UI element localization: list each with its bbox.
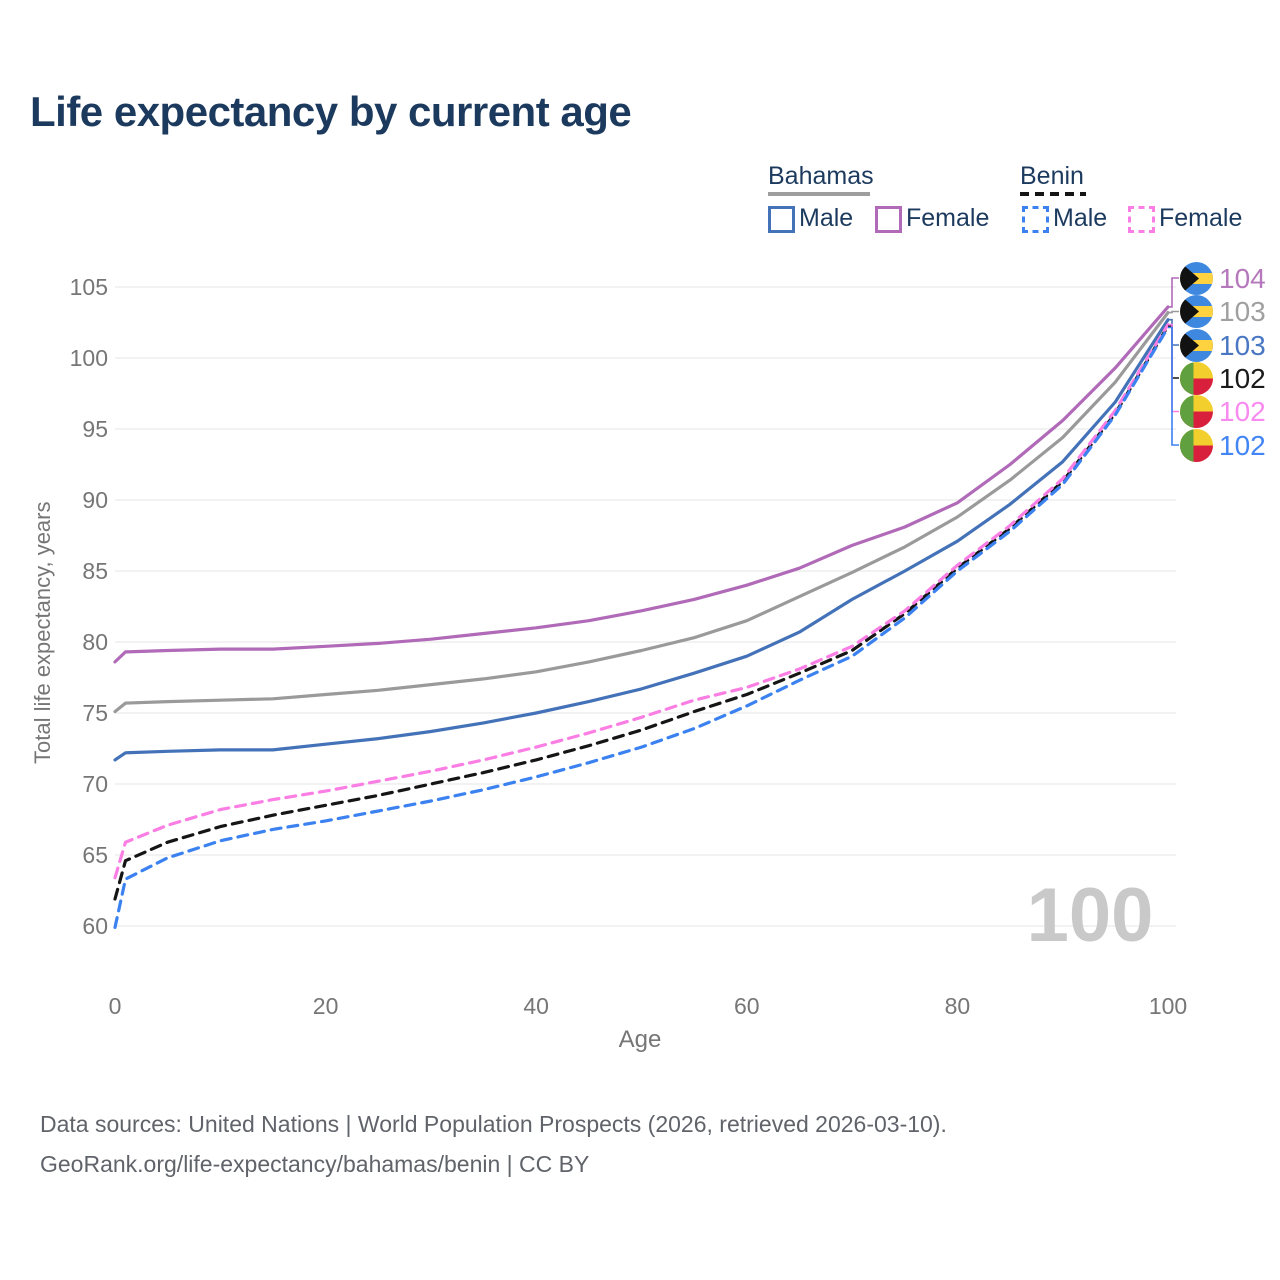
y-tick-70: 70: [82, 771, 108, 797]
legend-bahamas-line-sample: [768, 192, 870, 196]
legend-label-bahamas-female[interactable]: Female: [906, 204, 990, 232]
x-tick-20: 20: [312, 993, 339, 1019]
legend-swatch-benin-female[interactable]: [1128, 206, 1155, 233]
benin-flag-icon: [1180, 395, 1213, 428]
legend-group-benin-label: Benin: [1020, 162, 1084, 190]
series-line-benin-total: [113, 324, 1170, 901]
end-label-value: 102: [1219, 429, 1266, 461]
footer-url-license: GeoRank.org/life-expectancy/bahamas/beni…: [40, 1151, 590, 1177]
x-tick-100: 100: [1148, 993, 1188, 1019]
y-tick-105: 105: [69, 274, 108, 300]
series-line-benin-male: [113, 325, 1170, 930]
legend-label-benin-female[interactable]: Female: [1159, 204, 1243, 232]
y-tick-100: 100: [69, 345, 108, 371]
end-label-row-benin-female: 102: [1180, 395, 1266, 428]
end-label-connector-benin-female: [1168, 323, 1179, 413]
end-label-row-bahamas-total: 103: [1180, 295, 1266, 328]
end-label-value: 103: [1219, 296, 1266, 327]
bahamas-flag-icon: [1180, 295, 1213, 328]
end-label-row-bahamas-male: 103: [1180, 328, 1266, 362]
x-tick-40: 40: [523, 993, 549, 1019]
series-line-bahamas-total: [113, 311, 1170, 714]
bahamas-flag-icon: [1180, 328, 1213, 362]
y-tick-75: 75: [82, 700, 108, 726]
end-label-connector-bahamas-female: [1168, 277, 1179, 308]
end-label-row-benin-total: 102: [1180, 361, 1266, 395]
legend-label-bahamas-male[interactable]: Male: [799, 204, 854, 232]
end-label-value: 102: [1219, 396, 1266, 427]
bahamas-flag-icon: [1180, 261, 1213, 295]
benin-flag-icon: [1180, 361, 1213, 395]
end-label-value: 103: [1219, 329, 1266, 361]
age-watermark: 100: [1026, 873, 1154, 958]
series-line-benin-female: [113, 323, 1170, 880]
footer-attribution: Data sources: United Nations | World Pop…: [40, 1104, 947, 1184]
y-tick-60: 60: [82, 913, 108, 939]
legend-benin-line-sample: [1020, 192, 1086, 196]
series-line-bahamas-female: [113, 305, 1170, 664]
end-label-connector-benin-male: [1168, 326, 1179, 446]
y-tick-80: 80: [82, 629, 108, 655]
x-tick-0: 0: [108, 993, 122, 1019]
end-label-value: 102: [1219, 362, 1266, 394]
end-label-value: 104: [1219, 262, 1266, 294]
end-label-row-benin-male: 102: [1180, 428, 1266, 462]
y-tick-85: 85: [82, 558, 108, 584]
end-label-connector-bahamas-male: [1168, 318, 1179, 346]
y-tick-95: 95: [82, 416, 108, 442]
x-tick-60: 60: [734, 993, 760, 1019]
legend-swatch-bahamas-female[interactable]: [875, 206, 902, 233]
y-tick-65: 65: [82, 842, 108, 868]
y-tick-90: 90: [82, 487, 108, 513]
series-line-bahamas-male: [113, 318, 1170, 762]
legend-label-benin-male[interactable]: Male: [1053, 204, 1108, 232]
x-tick-80: 80: [944, 993, 971, 1019]
x-axis-title: Age: [618, 1026, 662, 1053]
legend-group-bahamas-label: Bahamas: [768, 162, 874, 190]
end-label-connector-bahamas-total: [1168, 310, 1179, 314]
end-label-row-bahamas-female: 104: [1180, 261, 1266, 295]
legend-swatch-benin-male[interactable]: [1022, 206, 1049, 233]
benin-flag-icon: [1180, 428, 1213, 462]
chart-title: Life expectancy by current age: [30, 88, 632, 135]
footer-data-sources: Data sources: United Nations | World Pop…: [40, 1111, 947, 1137]
legend-swatch-bahamas-male[interactable]: [768, 206, 795, 233]
end-label-connector-benin-total: [1168, 325, 1179, 379]
